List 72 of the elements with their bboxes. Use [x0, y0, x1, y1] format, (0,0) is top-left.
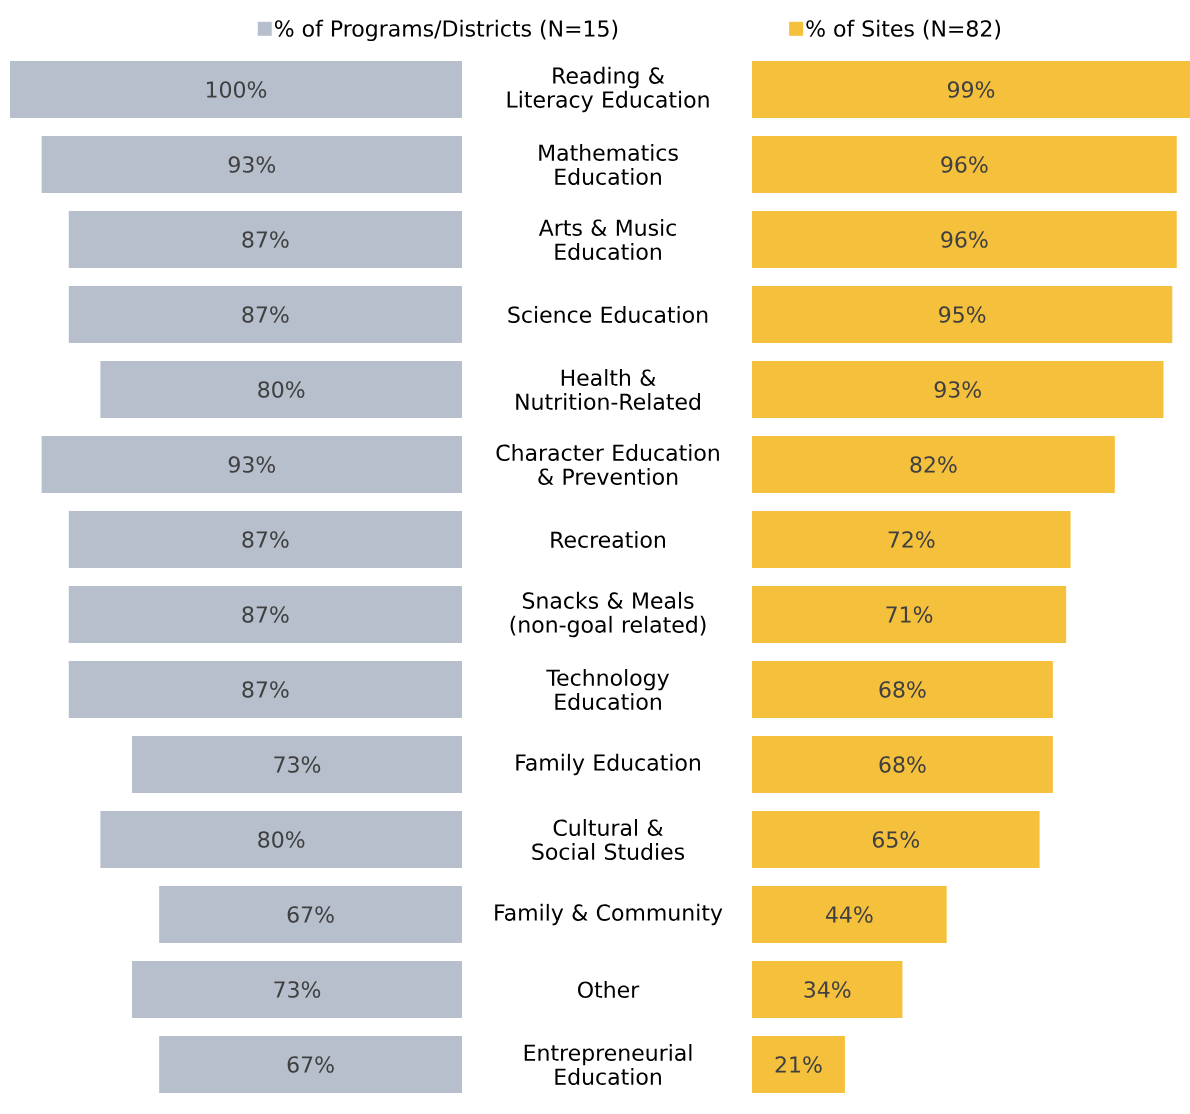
y-tick-label: Entrepreneurial Education — [524, 1044, 692, 1086]
bar — [752, 661, 1053, 719]
data-label: 87% — [242, 231, 289, 248]
data-label: 95% — [939, 306, 986, 323]
bar — [752, 1036, 845, 1094]
y-tick-label: Family & Community — [495, 903, 723, 926]
bar — [752, 361, 1164, 419]
bar — [752, 136, 1177, 193]
data-label: 87% — [242, 606, 289, 623]
data-label: 93% — [228, 156, 276, 173]
bar — [159, 1036, 462, 1094]
bar — [752, 811, 1040, 869]
legend-label: % of Programs/Districts (N=15) — [274, 19, 618, 42]
bar — [752, 736, 1053, 794]
bar — [132, 736, 462, 794]
bar — [41, 436, 462, 494]
data-label: 93% — [934, 381, 981, 398]
bar — [100, 811, 462, 869]
y-tick-label: Other — [578, 981, 640, 999]
data-label: 34% — [804, 981, 851, 998]
bar — [752, 511, 1071, 569]
data-label: 80% — [258, 381, 305, 398]
data-label: 87% — [242, 306, 289, 323]
bar — [159, 886, 462, 944]
bar — [68, 511, 462, 569]
y-tick-label: Character Education & Prevention — [496, 443, 719, 486]
bar — [68, 661, 462, 719]
y-tick-label: Technology Education — [546, 668, 670, 711]
bar — [100, 361, 462, 419]
bar — [752, 211, 1177, 268]
bar — [752, 436, 1115, 494]
legend-label: % of Sites (N=82) — [806, 19, 1001, 40]
data-label: 96% — [941, 231, 988, 248]
y-tick-label: Snacks & Meals (non-goal related) — [510, 591, 706, 638]
y-tick-label: Reading & Literacy Education — [507, 66, 709, 113]
bar — [10, 61, 462, 118]
data-label: 67% — [287, 906, 334, 923]
data-label: 67% — [287, 1056, 334, 1073]
data-label: 68% — [879, 756, 926, 773]
bar — [68, 586, 462, 644]
y-tick-label: Science Education — [508, 305, 708, 324]
data-label: 96% — [941, 156, 988, 173]
y-tick-label: Cultural & Social Studies — [532, 818, 685, 861]
y-tick-label: Recreation — [551, 530, 665, 549]
bar — [41, 136, 462, 193]
data-label: 87% — [242, 531, 289, 548]
bar — [752, 61, 1190, 118]
data-label: 71% — [886, 606, 933, 623]
bar — [752, 961, 903, 1019]
bar — [68, 211, 462, 268]
data-label: 100% — [206, 81, 267, 98]
bar — [132, 961, 462, 1019]
data-label: 65% — [872, 831, 920, 848]
bar — [752, 586, 1067, 644]
bar — [752, 286, 1173, 343]
data-label: 80% — [258, 831, 305, 848]
data-label: 21% — [775, 1056, 822, 1073]
bar — [68, 286, 462, 343]
data-label: 73% — [274, 981, 321, 998]
data-label: 99% — [947, 81, 995, 98]
data-label: 87% — [242, 681, 289, 698]
data-label: 73% — [274, 756, 321, 773]
data-label: 72% — [888, 531, 935, 548]
data-label: 44% — [825, 906, 873, 923]
data-label: 93% — [228, 456, 276, 473]
y-tick-label: Arts & Music Education — [538, 218, 676, 261]
y-tick-label: Mathematics Education — [539, 143, 678, 186]
data-label: 82% — [910, 456, 957, 473]
bar — [752, 886, 947, 944]
y-tick-label: Family Education — [516, 753, 700, 776]
data-label: 68% — [879, 681, 926, 698]
y-tick-label: Health & Nutrition-Related — [516, 368, 700, 411]
